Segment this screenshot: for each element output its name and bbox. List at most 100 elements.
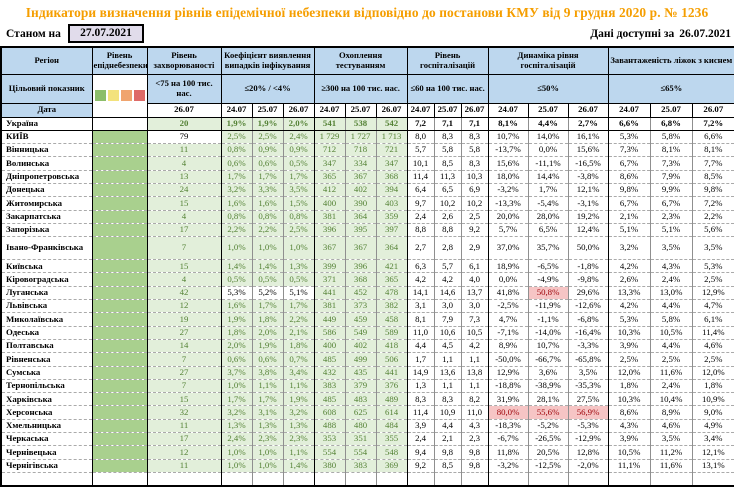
- bed-load-cell: 5,8%: [650, 312, 693, 327]
- hospitalization-dynamics-cell: 3,5%: [568, 366, 609, 380]
- epidemic-level-cell: [92, 210, 148, 224]
- hospitalization-level-cell: 4,4: [407, 339, 435, 354]
- testing-cell: 542: [376, 117, 408, 131]
- bed-load-cell: 9,8%: [608, 183, 651, 198]
- testing-cell: 367: [345, 236, 377, 261]
- bed-load-cell: 8,6%: [608, 170, 651, 184]
- hospitalization-level-cell: 13,7: [461, 286, 489, 301]
- hospitalization-level-cell: 11,4: [407, 170, 435, 184]
- detection-cell: 1,3%: [283, 259, 315, 274]
- hospitalization-dynamics-cell: 12,1%: [568, 183, 609, 198]
- hospitalization-dynamics-cell: 50,0%: [568, 236, 609, 261]
- detection-cell: 3,2%: [221, 405, 253, 420]
- detection-cell: 2,2%: [221, 223, 253, 238]
- column-group-title: Завантаженість ліжок з киснем: [607, 46, 734, 75]
- testing-cell: 480: [345, 419, 377, 434]
- detection-cell: 0,8%: [283, 210, 315, 224]
- hospitalization-level-cell: 14,6: [434, 286, 462, 301]
- testing-cell: 538: [345, 117, 377, 131]
- epidemic-level-cell: [92, 299, 148, 314]
- hospitalization-dynamics-cell: 55,6%: [528, 405, 569, 420]
- hospitalization-dynamics-cell: -3,2%: [488, 459, 529, 473]
- testing-cell: 403: [376, 196, 408, 211]
- testing-cell: 373: [345, 299, 377, 314]
- hospitalization-level-cell: 8,8: [407, 223, 435, 238]
- bed-load-cell: 10,9%: [692, 392, 734, 407]
- testing-cell: 364: [345, 210, 377, 224]
- detection-cell: 1,9%: [283, 392, 315, 407]
- testing-cell: 412: [314, 183, 346, 198]
- table-row: Дніпропетровська 13 1,7% 1,7% 1,7% 365 367 368 1…: [1, 170, 734, 184]
- region-name-cell: Полтавська: [1, 339, 93, 354]
- data-available-date: 26.07.2021: [679, 27, 731, 40]
- hospitalization-dynamics-cell: -6,5%: [528, 259, 569, 274]
- column-group-title: Рівень госпіталізацій: [406, 46, 489, 75]
- detection-cell: 2,5%: [252, 130, 284, 145]
- detection-cell: 1,1%: [283, 379, 315, 394]
- table-row: Київська 15 1,4% 1,4% 1,3% 399 396 421 6,3 5,7 6,1…: [1, 259, 734, 274]
- hospitalization-dynamics-cell: 31,9%: [488, 392, 529, 407]
- hospitalization-dynamics-cell: -26,5%: [528, 432, 569, 447]
- region-name-cell: Рівненська: [1, 352, 93, 367]
- hospitalization-level-cell: 7,1: [434, 117, 462, 131]
- bed-load-cell: 9,0%: [692, 405, 734, 420]
- hospitalization-level-cell: 2,5: [461, 210, 489, 224]
- legend-swatch-0: [94, 90, 106, 101]
- detection-cell: 1,6%: [221, 196, 253, 211]
- empty-cell: [434, 472, 462, 487]
- hospitalization-level-cell: 1,1: [434, 379, 462, 394]
- detection-cell: 1,3%: [252, 419, 284, 434]
- detection-cell: 1,9%: [252, 339, 284, 354]
- row-header-region: Регіон: [0, 46, 93, 75]
- region-name-cell: Вінницька: [1, 143, 93, 158]
- detection-cell: 1,6%: [221, 299, 253, 314]
- hospitalization-dynamics-cell: -11,1%: [528, 156, 569, 171]
- hospitalization-dynamics-cell: 3,6%: [528, 366, 569, 380]
- hospitalization-level-cell: 4,4: [434, 419, 462, 434]
- hospitalization-dynamics-cell: -9,8%: [568, 272, 609, 287]
- incidence-cell: 4: [147, 272, 222, 287]
- empty-cell: [407, 472, 435, 487]
- testing-cell: 397: [376, 223, 408, 238]
- hospitalization-dynamics-cell: 10,7%: [528, 339, 569, 354]
- incidence-cell: 11: [147, 143, 222, 158]
- detection-cell: 1,0%: [252, 459, 284, 473]
- detection-cell: 2,1%: [283, 326, 315, 340]
- bed-load-cell: 2,5%: [692, 352, 734, 367]
- hospitalization-level-cell: 1,1: [434, 352, 462, 367]
- hospitalization-level-cell: 6,3: [407, 259, 435, 274]
- detection-cell: 1,7%: [283, 299, 315, 314]
- testing-cell: 712: [314, 143, 346, 158]
- bed-load-cell: 6,6%: [692, 130, 734, 145]
- detection-cell: 1,9%: [221, 312, 253, 327]
- testing-cell: 383: [345, 459, 377, 473]
- bed-load-cell: 7,3%: [650, 156, 693, 171]
- hospitalization-dynamics-cell: -3,3%: [568, 339, 609, 354]
- empty-cell: [1, 472, 93, 487]
- bed-load-cell: 2,5%: [650, 352, 693, 367]
- hospitalization-level-cell: 8,3: [434, 130, 462, 145]
- date-cell: 26.07: [567, 102, 609, 118]
- region-name-cell: Запорізька: [1, 223, 93, 238]
- epidemic-level-cell: [92, 432, 148, 447]
- hospitalization-level-cell: 2,9: [461, 236, 489, 261]
- hospitalization-dynamics-cell: -65,8%: [568, 352, 609, 367]
- hospitalization-level-cell: 14,9: [407, 366, 435, 380]
- epidemic-level-cell: [92, 352, 148, 367]
- bed-load-cell: 4,4%: [650, 299, 693, 314]
- bed-load-cell: 4,4%: [650, 339, 693, 354]
- as-of-block: Станом на 27.07.2021: [6, 24, 144, 43]
- threshold-cell: ≥300 на 100 тис. нас.: [313, 73, 408, 104]
- testing-cell: 499: [345, 352, 377, 367]
- incidence-cell: 27: [147, 326, 222, 340]
- bed-load-cell: 8,1%: [650, 143, 693, 158]
- date-cell: 26.07: [146, 102, 222, 118]
- hospitalization-dynamics-cell: -1,8%: [568, 259, 609, 274]
- hospitalization-dynamics-cell: 50,8%: [528, 286, 569, 301]
- testing-cell: 379: [345, 379, 377, 394]
- hospitalization-dynamics-cell: -13,7%: [488, 143, 529, 158]
- table-row: Одеська 27 1,8% 2,0% 2,1% 586 549 589 11,0 10,6 10…: [1, 326, 734, 340]
- testing-cell: 589: [376, 326, 408, 340]
- detection-cell: 2,2%: [252, 223, 284, 238]
- testing-cell: 488: [314, 419, 346, 434]
